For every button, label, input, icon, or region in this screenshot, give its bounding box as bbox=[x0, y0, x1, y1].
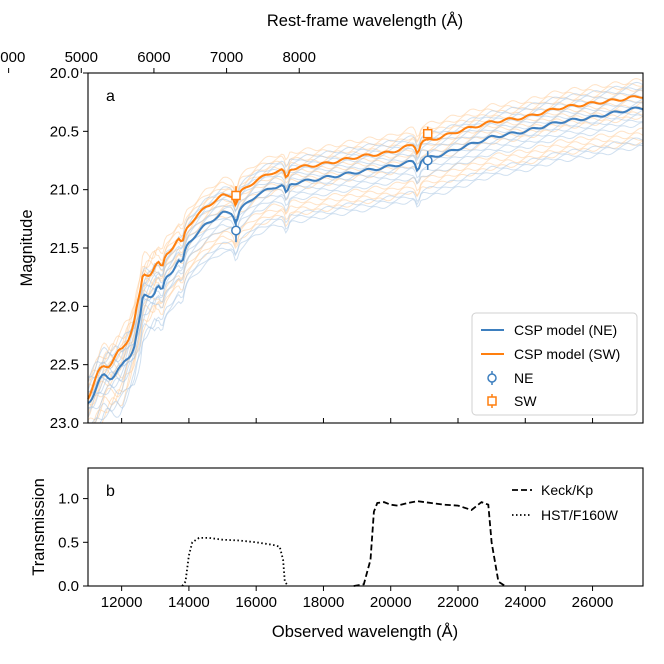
panel-a-y-tick-label: 22.5 bbox=[50, 357, 79, 374]
panel-b-x-ticks: 12000 14000 16000 18000 20000 22000 24000 26000 bbox=[101, 586, 614, 611]
panel-b-y-tick-label: 0.0 bbox=[58, 578, 79, 595]
panel-a-y-label: Magnitude bbox=[18, 209, 36, 286]
ne-model-realisation bbox=[87, 98, 644, 392]
panel-a-x-ticks bbox=[121, 418, 594, 423]
top-axis-label: Rest-frame wavelength (Å) bbox=[267, 11, 463, 30]
panel-b-x-tick-label: 18000 bbox=[303, 594, 345, 611]
observed-points bbox=[231, 126, 433, 243]
panel-a-legend-label: NE bbox=[514, 370, 533, 386]
ne-model-realisation bbox=[87, 94, 644, 393]
panel-b-y-tick-label: 0.5 bbox=[58, 534, 79, 551]
ne-model-realisation bbox=[87, 122, 644, 411]
panel-a-y-tick-label: 23.0 bbox=[50, 415, 79, 432]
panel-b-x-tick-label: 16000 bbox=[235, 594, 277, 611]
ne-model-realisation bbox=[88, 144, 644, 424]
sw-point bbox=[422, 128, 433, 139]
panel-a-y-tick-label: 22.0 bbox=[50, 298, 79, 315]
ne-model-realisation bbox=[87, 81, 644, 379]
panel-b-x-tick-label: 24000 bbox=[504, 594, 546, 611]
panel-a-y-tick-label: 21.0 bbox=[50, 182, 79, 199]
legend-ne-point-swatch bbox=[487, 373, 497, 383]
panel-a: 20.0 20.5 21.0 21.5 22.0 22.5 23.0 4000 5000 600… bbox=[0, 11, 644, 432]
top-axis-tick-label: 7000 bbox=[210, 49, 243, 66]
panel-b-x-tick-label: 14000 bbox=[168, 594, 210, 611]
ne-model-realisation bbox=[87, 110, 644, 400]
ne-model-line bbox=[87, 106, 644, 404]
panel-a-top-ticks: 4000 5000 6000 7000 8000 bbox=[0, 49, 316, 73]
top-axis-tick-label: 6000 bbox=[137, 49, 170, 66]
sw-model-realisation bbox=[88, 137, 644, 424]
panel-b-x-tick-label: 12000 bbox=[101, 594, 143, 611]
panel-a-legend-label: CSP model (SW) bbox=[514, 346, 620, 362]
ne-point bbox=[231, 225, 241, 236]
keck-kp-curve bbox=[353, 500, 506, 587]
panel-b: 12000 14000 16000 18000 20000 22000 24000 26000… bbox=[30, 467, 644, 641]
panel-b-y-tick-label: 1.0 bbox=[58, 491, 79, 508]
sw-point bbox=[231, 190, 241, 201]
ne-model-realisation bbox=[88, 137, 644, 424]
ne-model-realisation bbox=[87, 119, 644, 418]
ne-point bbox=[422, 155, 433, 166]
panel-a-letter: a bbox=[106, 88, 115, 105]
panel-b-x-tick-label: 22000 bbox=[437, 594, 479, 611]
panel-b-y-ticks: 0.0 0.5 1.0 bbox=[58, 491, 88, 595]
ne-model-realisation bbox=[88, 142, 644, 424]
sw-model-realisation bbox=[87, 127, 644, 421]
sw-model-realisation bbox=[87, 78, 644, 381]
panel-a-legend-label: SW bbox=[514, 393, 537, 409]
top-axis-tick-label: 4000 bbox=[0, 49, 25, 66]
hst-f160w-curve bbox=[181, 537, 289, 587]
panel-a-legend-label: CSP model (NE) bbox=[514, 322, 617, 338]
panel-b-x-label: Observed wavelength (Å) bbox=[272, 622, 458, 641]
panel-b-legend-label: Keck/Kp bbox=[541, 482, 593, 498]
ne-model-realisation bbox=[87, 114, 644, 409]
panel-a-y-ticks: 20.0 20.5 21.0 21.5 22.0 22.5 23.0 bbox=[50, 65, 88, 432]
panel-b-y-label: Transmission bbox=[30, 478, 48, 576]
panel-b-letter: b bbox=[106, 483, 115, 500]
panel-b-frame bbox=[87, 467, 644, 587]
top-axis-tick-label: 5000 bbox=[65, 49, 98, 66]
panel-a-y-tick-label: 20.5 bbox=[50, 123, 79, 140]
sw-model-realisation bbox=[88, 140, 644, 424]
panel-a-legend: CSP model (NE) CSP model (SW) NE SW bbox=[471, 312, 638, 416]
sw-model-realisation bbox=[87, 83, 644, 389]
panel-a-y-tick-label: 20.0 bbox=[50, 65, 79, 82]
filter-curves bbox=[181, 500, 506, 587]
sw-model-line bbox=[87, 95, 643, 400]
top-axis-tick-label: 8000 bbox=[283, 49, 316, 66]
model-envelope-bands bbox=[87, 78, 644, 424]
panel-b-legend: Keck/Kp HST/F160W bbox=[512, 482, 619, 523]
panel-b-x-tick-label: 20000 bbox=[370, 594, 412, 611]
legend-sw-point-swatch bbox=[487, 396, 497, 406]
panel-a-legend-box bbox=[471, 312, 638, 416]
sw-model-realisation bbox=[88, 132, 644, 424]
panel-b-legend-label: HST/F160W bbox=[541, 507, 619, 523]
panel-a-y-tick-label: 21.5 bbox=[50, 240, 79, 257]
sw-model-realisation bbox=[87, 99, 644, 403]
ne-model-realisation bbox=[87, 101, 644, 394]
model-lines bbox=[87, 95, 644, 404]
panel-b-x-tick-label: 26000 bbox=[572, 594, 614, 611]
